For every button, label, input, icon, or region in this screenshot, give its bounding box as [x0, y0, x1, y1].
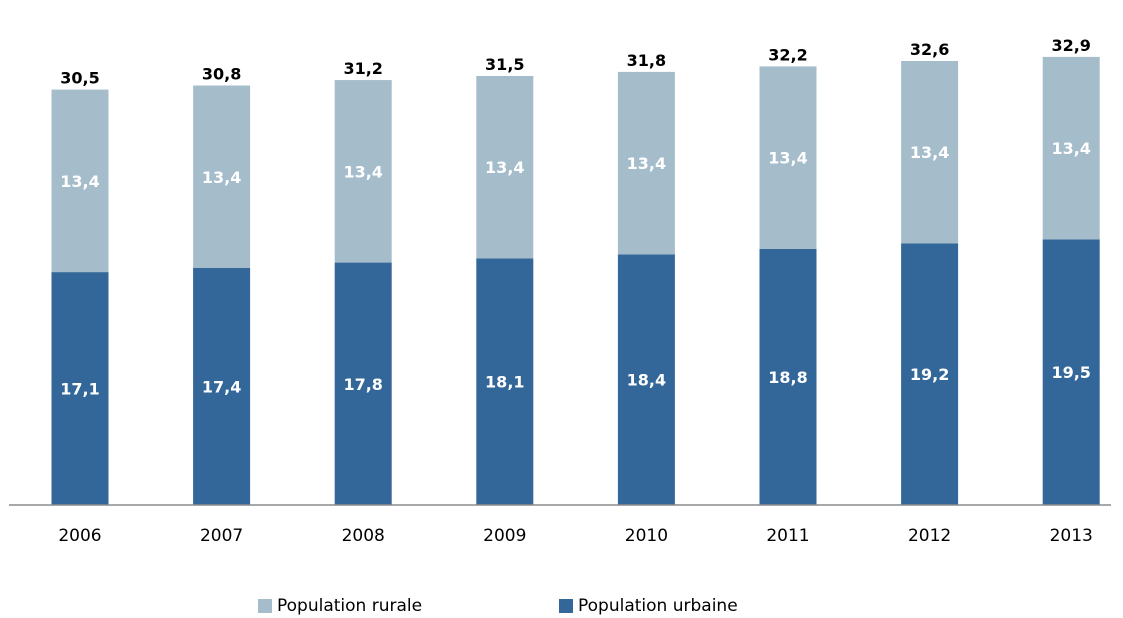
- label-rural-2011: 13,4: [768, 149, 807, 168]
- bar-rural-2011: [759, 66, 817, 249]
- legend-swatch-rural: [258, 599, 272, 613]
- bar-urban-2008: [334, 262, 392, 505]
- label-rural-2007: 13,4: [202, 168, 241, 187]
- x-tick-2010: 2010: [625, 526, 668, 546]
- bar-rural-2009: [476, 75, 534, 259]
- bar-rural-2012: [901, 60, 959, 244]
- label-rural-2009: 13,4: [485, 158, 524, 177]
- label-total-2010: 31,8: [627, 51, 666, 70]
- legend-label-rural: Population rurale: [277, 596, 423, 616]
- bar-urban-2013: [1042, 239, 1100, 505]
- bar-urban-2009: [476, 258, 534, 505]
- x-tick-2006: 2006: [58, 526, 101, 546]
- bar-urban-2010: [617, 254, 675, 505]
- x-tick-2009: 2009: [483, 526, 526, 546]
- label-total-2009: 31,5: [485, 55, 524, 74]
- label-total-2011: 32,2: [768, 45, 807, 64]
- x-tick-2012: 2012: [908, 526, 951, 546]
- legend-label-urban: Population urbaine: [578, 596, 738, 616]
- label-total-2008: 31,2: [343, 59, 382, 78]
- bar-rural-2013: [1042, 56, 1100, 240]
- bar-urban-2012: [901, 243, 959, 505]
- legend-swatch-urban: [559, 599, 573, 613]
- x-tick-2013: 2013: [1050, 526, 1093, 546]
- bar-urban-2011: [759, 248, 817, 505]
- bar-rural-2006: [51, 89, 109, 273]
- x-tick-2011: 2011: [766, 526, 809, 546]
- bar-rural-2007: [193, 85, 251, 269]
- label-rural-2008: 13,4: [343, 162, 382, 181]
- bar-urban-2006: [51, 272, 109, 505]
- x-tick-2007: 2007: [200, 526, 243, 546]
- label-total-2006: 30,5: [60, 69, 99, 88]
- x-tick-2008: 2008: [342, 526, 385, 546]
- labels-layer: 17,1 13,4 30,5 2006 17,4 13,4 30,8 2007 17,8 13,4…: [58, 36, 1092, 546]
- label-rural-2012: 13,4: [910, 143, 949, 162]
- legend-item-urban: Population urbaine: [559, 596, 738, 616]
- label-urban-2012: 19,2: [910, 365, 949, 384]
- bar-rural-2008: [334, 80, 392, 263]
- label-urban-2013: 19,5: [1051, 363, 1090, 382]
- label-urban-2008: 17,8: [343, 375, 382, 394]
- bars-layer: [51, 56, 1100, 505]
- label-rural-2010: 13,4: [627, 154, 666, 173]
- label-rural-2013: 13,4: [1051, 139, 1090, 158]
- label-urban-2009: 18,1: [485, 373, 524, 392]
- label-urban-2011: 18,8: [768, 368, 807, 387]
- label-total-2007: 30,8: [202, 65, 241, 84]
- label-total-2013: 32,9: [1051, 36, 1090, 55]
- label-urban-2007: 17,4: [202, 378, 241, 397]
- legend: Population rurale Population urbaine: [0, 596, 1123, 618]
- label-rural-2006: 13,4: [60, 172, 99, 191]
- label-urban-2010: 18,4: [627, 371, 666, 390]
- label-urban-2006: 17,1: [60, 380, 99, 399]
- label-total-2012: 32,6: [910, 40, 949, 59]
- bar-rural-2010: [617, 71, 675, 255]
- legend-item-rural: Population rurale: [258, 596, 422, 616]
- bar-urban-2007: [193, 268, 251, 505]
